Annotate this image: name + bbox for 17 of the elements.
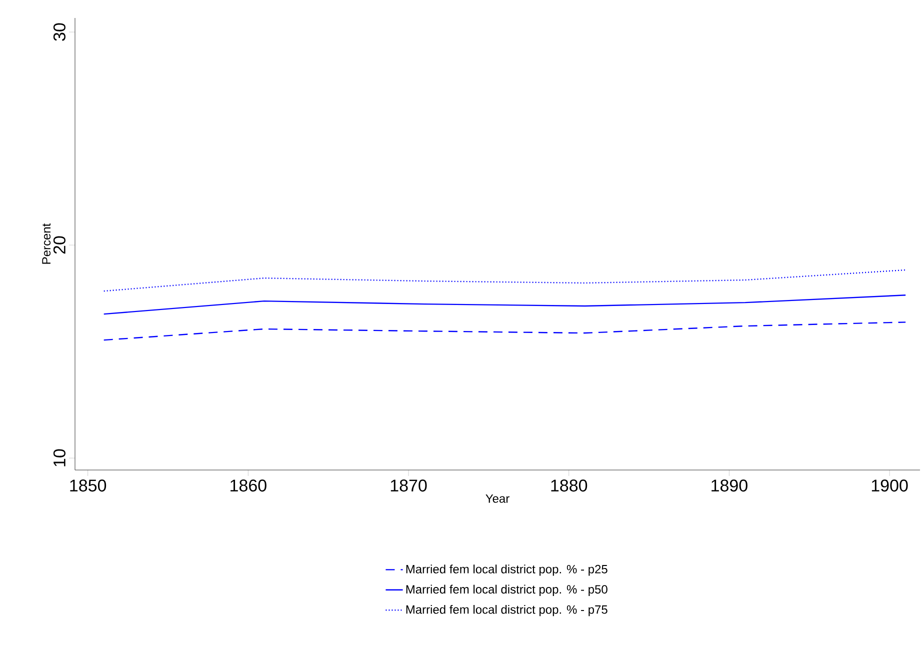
x-tick-label: 1900	[872, 480, 908, 492]
y-tick-label: 30	[53, 23, 66, 41]
legend-label: Married fem local district pop. % - p50	[406, 584, 608, 596]
y-tick-label: 10	[53, 449, 66, 466]
y-axis-title: Percent	[42, 223, 51, 264]
line-series	[103, 269, 906, 292]
x-tick-label: 1860	[230, 480, 266, 492]
y-tick-label: 20	[53, 236, 66, 254]
x-tick-label: 1880	[551, 480, 588, 492]
line-series	[103, 294, 906, 315]
line-series	[103, 322, 906, 341]
x-tick-label: 1870	[390, 480, 427, 492]
x-axis-title: Year	[486, 494, 510, 503]
legend-label: Married fem local district pop. % - p25	[406, 564, 608, 576]
x-tick-label: 1890	[712, 480, 748, 492]
x-tick-label: 1850	[70, 480, 106, 492]
legend-label: Married fem local district pop. % - p75	[406, 604, 608, 616]
